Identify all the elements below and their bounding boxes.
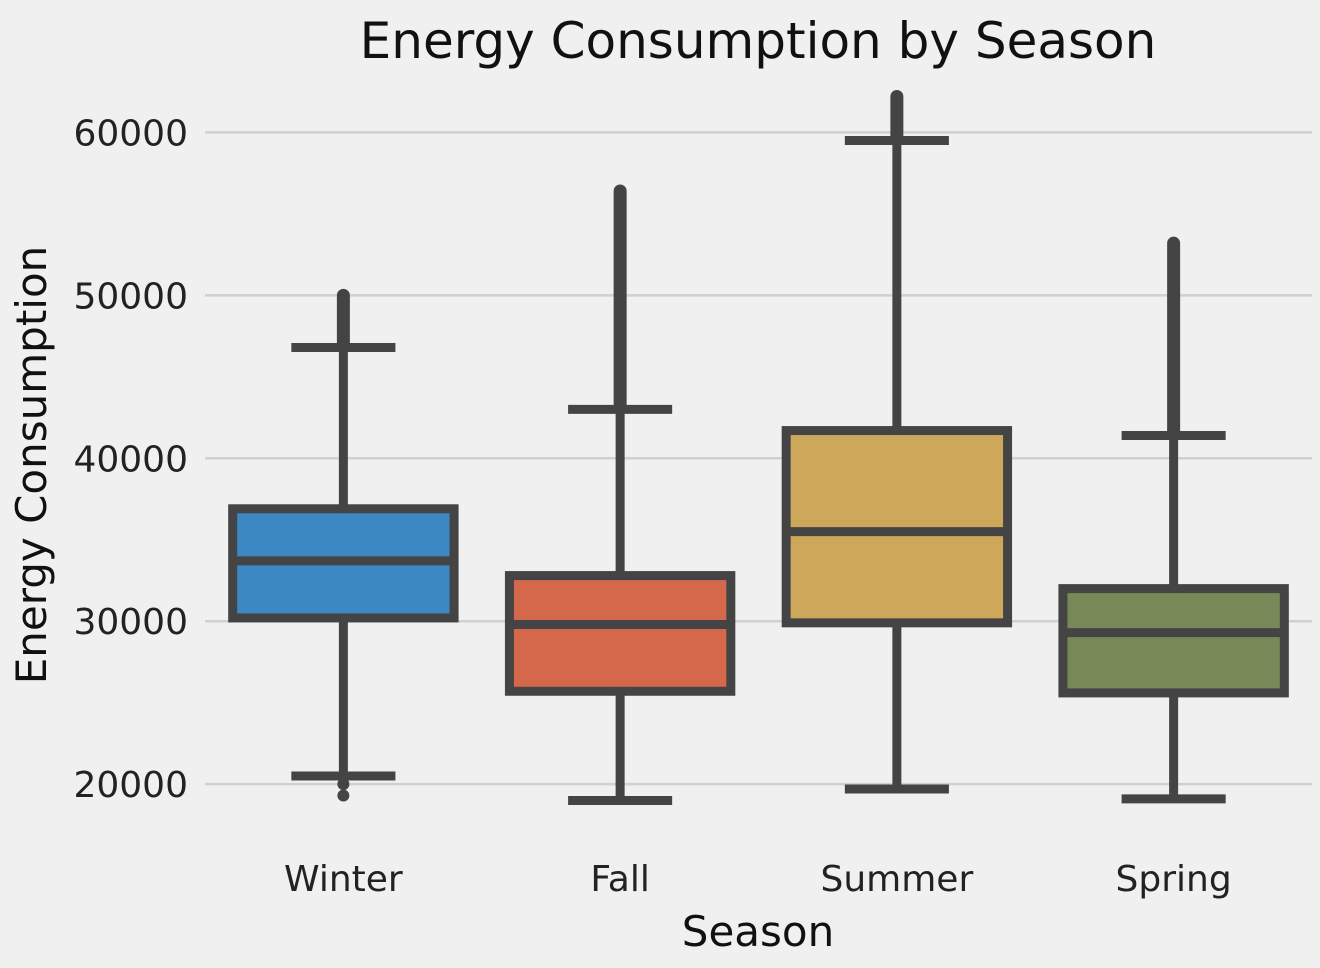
x-tick-label-fall: Fall — [590, 859, 649, 900]
x-tick-labels: Winter Fall Summer Spring — [284, 859, 1232, 900]
y-axis-label: Energy Consumption — [7, 246, 56, 685]
box-body-spring — [1058, 584, 1289, 698]
y-tick-label-60000: 60000 — [73, 113, 188, 154]
y-tick-labels: 20000 30000 40000 50000 60000 — [73, 113, 188, 806]
chart-title: Energy Consumption by Season — [360, 12, 1157, 70]
box-spring — [1058, 236, 1289, 804]
box-summer — [781, 90, 1013, 794]
outlier-low-winter-1 — [337, 778, 350, 791]
box-body-fall — [504, 571, 736, 696]
y-tick-label-30000: 30000 — [73, 602, 188, 643]
y-tick-label-40000: 40000 — [73, 439, 188, 480]
y-tick-label-50000: 50000 — [73, 276, 188, 317]
x-tick-label-summer: Summer — [820, 859, 973, 900]
box-winter — [228, 288, 459, 802]
box-fall — [504, 184, 736, 805]
box-plots — [228, 90, 1289, 805]
box-body-summer — [781, 426, 1013, 628]
x-tick-label-winter: Winter — [284, 859, 403, 900]
x-tick-label-spring: Spring — [1116, 859, 1232, 900]
x-axis-label: Season — [682, 907, 834, 956]
outlier-low-winter-0 — [337, 789, 350, 802]
y-tick-label-20000: 20000 — [73, 765, 188, 806]
